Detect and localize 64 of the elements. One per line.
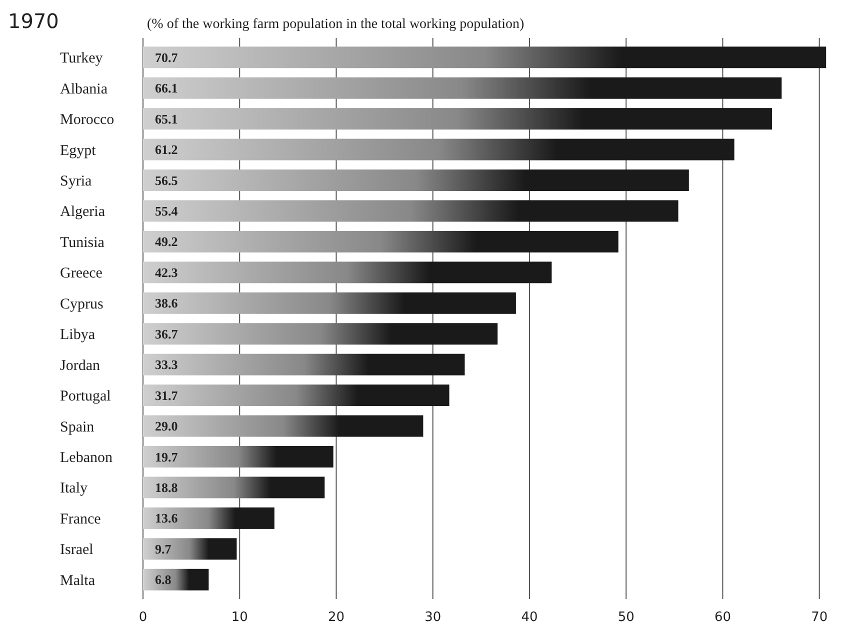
y-tick-label: Syria [60,174,92,190]
y-tick-label: Portugal [60,388,111,405]
y-tick-label: Albania [60,81,108,98]
x-tick-label: 10 [231,610,248,625]
y-tick-label: Italy [60,480,88,497]
bar [143,262,552,284]
y-tick-label: Algeria [60,204,106,220]
data-label: 31.7 [155,388,178,403]
x-tick-label: 50 [618,610,634,625]
data-label: 70.7 [155,50,178,65]
y-tick-label: Egypt [60,142,97,159]
data-label: 6.8 [155,572,172,588]
y-tick-label: Cyprus [60,296,104,312]
data-label: 9.7 [155,541,172,556]
y-tick-label: Spain [60,419,95,436]
bar [143,138,734,160]
data-label: 38.6 [155,296,178,311]
bar [143,200,678,222]
bar [143,77,782,99]
x-tick-label: 60 [714,610,731,625]
data-label: 33.3 [155,357,178,372]
bar [143,169,689,192]
bar [143,568,209,590]
data-label: 29.0 [155,418,178,434]
data-label: 65.1 [155,111,178,126]
bar [143,46,826,68]
bar [143,230,618,252]
y-tick-label: Turkey [60,50,104,67]
x-tick-label: 30 [424,610,442,625]
data-label: 13.6 [155,510,178,526]
data-label: 61.2 [155,142,178,158]
y-tick-label: Morocco [60,112,114,128]
bar [143,292,516,314]
bar [143,476,325,498]
y-tick-label: Jordan [60,358,100,374]
bar [143,507,274,529]
data-label: 19.7 [155,449,178,464]
x-tick-label: 70 [811,610,828,625]
y-tick-label: Greece [60,266,103,282]
chart-title: 1970 [8,9,59,33]
bar [143,415,424,437]
data-label: 18.8 [155,480,178,496]
y-tick-label: Tunisia [60,234,105,251]
data-label: 55.4 [155,204,178,219]
data-label: 56.5 [155,172,178,188]
bar [143,384,450,406]
x-tick-label: 40 [521,610,538,625]
bar [143,108,772,130]
bar [143,446,334,468]
chart-subtitle: (% of the working farm population in the total working population) [147,17,524,32]
data-label: 66.1 [155,80,178,96]
x-tick-label: 20 [328,610,345,625]
data-label: 49.2 [155,234,178,250]
y-tick-label: Israel [60,542,94,558]
data-label: 42.3 [155,264,178,280]
bar [143,538,237,560]
y-tick-label: Libya [60,327,96,344]
x-tick-label: 0 [138,610,148,625]
data-label: 36.7 [155,326,178,342]
bar [143,354,465,376]
bar [143,323,498,345]
y-tick-label: Lebanon [60,450,113,466]
y-tick-label: Malta [60,572,96,589]
y-tick-label: France [60,511,102,528]
